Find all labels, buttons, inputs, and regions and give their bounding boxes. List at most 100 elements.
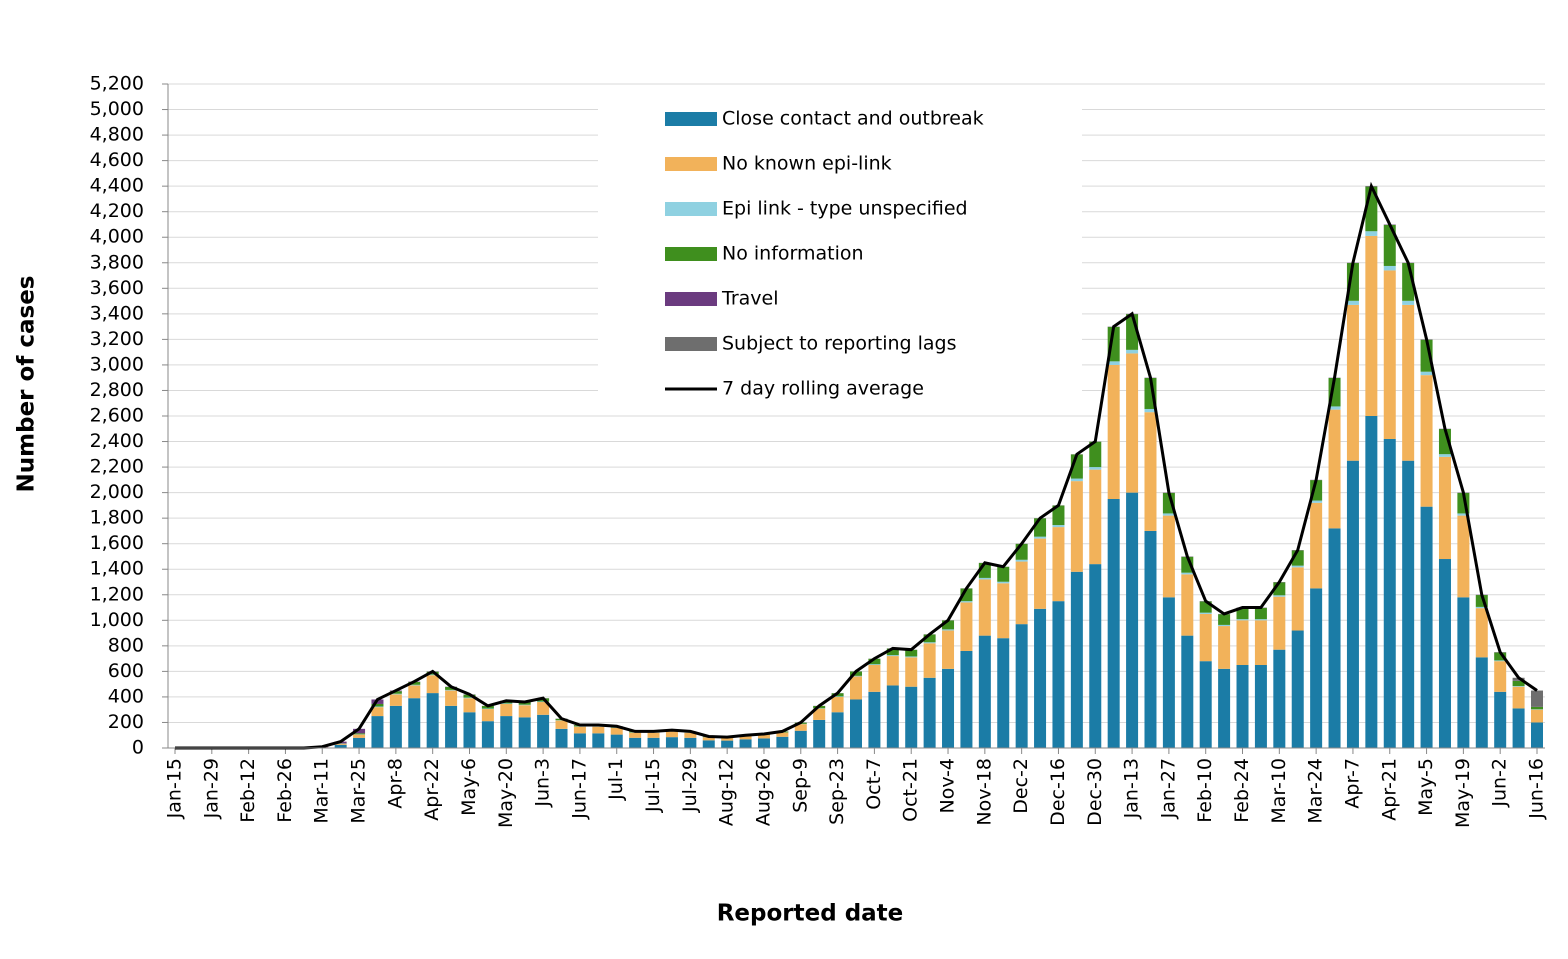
x-tick-label: Mar-24	[1305, 758, 1327, 824]
bar-segment	[1475, 608, 1488, 658]
bar-segment	[886, 685, 899, 748]
bar-segment	[905, 657, 918, 687]
x-tick-label: Jun-16	[1526, 758, 1548, 820]
legend-label: No information	[722, 243, 864, 265]
bar-segment	[1402, 304, 1415, 461]
bar-segment	[445, 689, 458, 691]
bar-segment	[1328, 528, 1341, 748]
y-tick-label: 2,600	[90, 405, 144, 427]
bar-segment	[629, 732, 642, 738]
bar-segment	[371, 706, 384, 708]
bar-segment	[1475, 595, 1488, 607]
bar-segment	[1162, 515, 1175, 598]
bar-segment	[1126, 492, 1139, 748]
legend-swatch	[665, 247, 717, 261]
bar-segment	[1144, 412, 1157, 531]
bar-segment	[1365, 231, 1378, 236]
x-tick-label: May-6	[458, 758, 480, 816]
bar-segment	[1034, 536, 1047, 539]
bar-segment	[850, 675, 862, 677]
bar-segment	[610, 727, 623, 735]
bar-segment	[960, 602, 973, 651]
bar-segment	[1107, 499, 1120, 748]
bar-segment	[592, 733, 605, 748]
bar-segment	[1218, 624, 1231, 627]
bar-segment	[1107, 364, 1120, 499]
bar-segment	[886, 648, 899, 656]
bar-segment	[665, 737, 678, 748]
bar-segment	[1015, 561, 1028, 625]
x-tick-label: Feb-24	[1231, 758, 1253, 823]
bar-segment	[408, 681, 421, 685]
x-tick-label: May-19	[1452, 758, 1474, 828]
bar-segment	[1070, 481, 1083, 572]
bar-segment	[960, 650, 973, 748]
bar-segment	[1052, 525, 1065, 528]
bar-segment	[850, 699, 862, 748]
bar-segment	[1310, 588, 1323, 748]
y-tick-label: 400	[108, 685, 144, 707]
bar-segment	[1218, 668, 1231, 748]
bar-segment	[537, 701, 550, 703]
bar-segment	[445, 690, 458, 706]
bar-segment	[868, 665, 881, 692]
bar-segment	[1162, 513, 1175, 516]
bar-segment	[702, 737, 715, 741]
bar-segment	[389, 705, 402, 748]
bar-segment	[481, 721, 494, 748]
bar-segment	[1254, 619, 1267, 621]
legend-label: Epi link - type unspecified	[722, 198, 968, 220]
bar-segment	[1107, 361, 1120, 365]
bar-segment	[831, 712, 844, 748]
bar-segment	[942, 668, 955, 748]
bar-segment	[776, 736, 789, 748]
y-tick-label: 1,200	[90, 583, 144, 605]
legend-swatch	[665, 337, 717, 351]
bar-segment	[1512, 686, 1525, 687]
bar-segment	[1181, 635, 1194, 748]
bar-segment	[1383, 438, 1396, 748]
bar-segment	[1310, 500, 1323, 503]
bar-segment	[1181, 574, 1194, 636]
bar-segment	[445, 686, 458, 690]
bar-segment	[1070, 478, 1083, 482]
bar-segment	[942, 620, 955, 630]
bar-segment	[1420, 375, 1433, 507]
bar-segment	[1291, 565, 1304, 568]
bar-segment	[1273, 595, 1286, 597]
bar-segment	[1383, 224, 1396, 266]
bar-segment	[1531, 722, 1543, 748]
bar-segment	[1034, 518, 1047, 537]
bar-segment	[1236, 607, 1249, 620]
bar-segment	[1254, 665, 1267, 748]
bar-segment	[794, 730, 807, 748]
bar-segment	[1199, 601, 1212, 613]
bar-segment	[1365, 235, 1378, 416]
bar-segment	[1402, 460, 1415, 748]
bar-segment	[408, 684, 421, 686]
legend-swatch	[665, 292, 717, 306]
bar-segment	[1512, 708, 1525, 748]
x-tick-label: Jan-13	[1121, 758, 1143, 819]
bar-segment	[997, 581, 1010, 584]
y-tick-label: 2,200	[90, 456, 144, 478]
bar-segment	[1034, 538, 1047, 609]
bar-segment	[1494, 661, 1507, 692]
rolling-average-line	[175, 181, 1538, 750]
bar-segment	[923, 634, 936, 643]
legend-swatch	[665, 157, 717, 171]
x-tick-label: Apr-8	[384, 758, 406, 809]
bar-segment	[1494, 691, 1507, 748]
bar-segment	[1328, 409, 1341, 529]
bar-segment	[1291, 567, 1304, 631]
bar-segment	[1457, 597, 1470, 748]
bar-segment	[1346, 304, 1359, 461]
x-tick-label: May-5	[1415, 758, 1437, 816]
x-tick-label: Jun-3	[532, 758, 554, 808]
bar-segment	[831, 696, 844, 713]
bar-segment	[1346, 460, 1359, 748]
bar-segment	[426, 674, 439, 676]
bar-segment	[463, 697, 476, 699]
y-tick-label: 1,600	[90, 532, 144, 554]
